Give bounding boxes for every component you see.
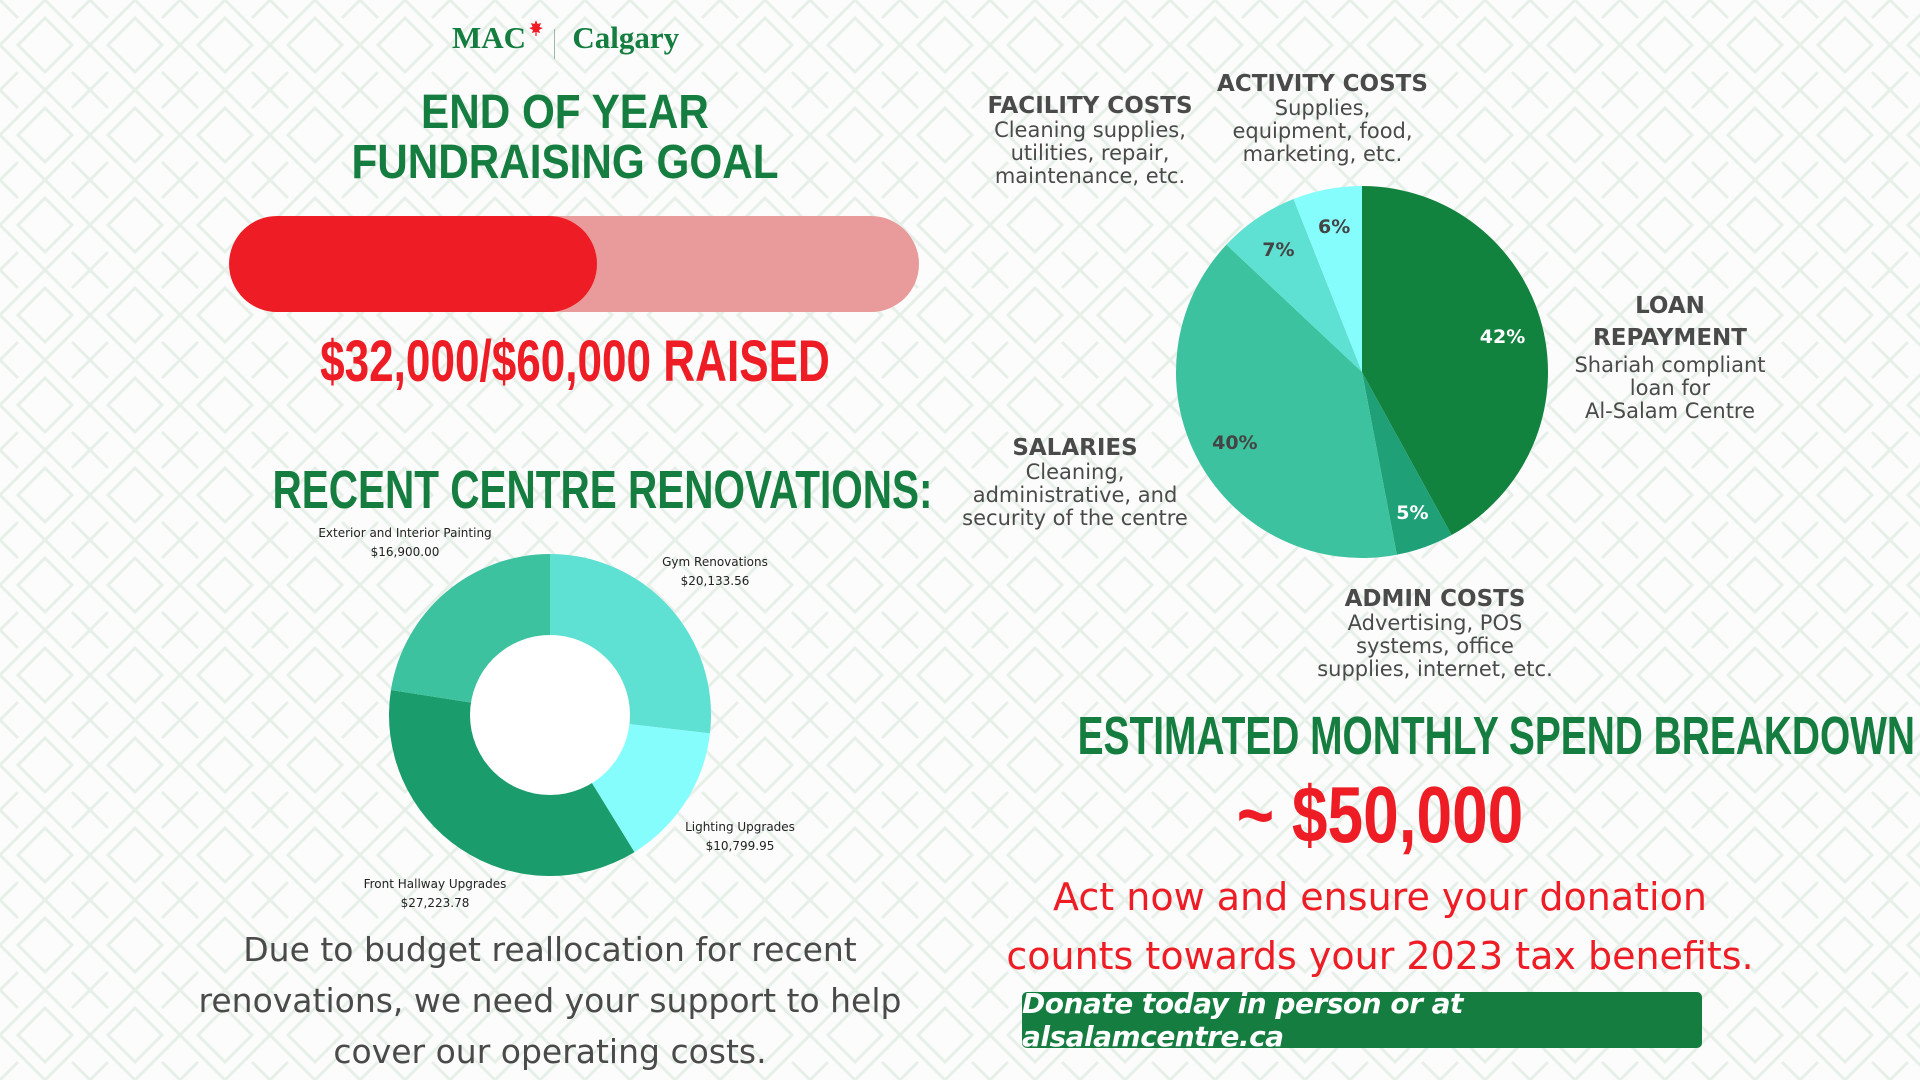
donut-label-painting-value: $16,900.00 (370, 545, 440, 559)
admin-desc-3: supplies, internet, etc. (1317, 657, 1553, 681)
goal-title: END OF YEAR FUNDRAISING GOAL (250, 88, 880, 188)
cta-line2: counts towards your 2023 tax benefits. (1006, 934, 1754, 978)
donate-label: Donate today in person or at alsalamcent… (1022, 987, 1463, 1053)
pie-value-label-activity-costs: 6% (1318, 216, 1350, 238)
donut-hole (470, 635, 630, 795)
goal-title-line1: END OF YEAR (421, 86, 709, 139)
pie-value-label-salaries: 40% (1212, 432, 1257, 454)
support-message-line1: Due to budget reallocation for recent (243, 930, 857, 969)
brand-name-right: Calgary (572, 20, 680, 55)
brand-name-left: MAC (452, 20, 527, 55)
salaries-desc-2: administrative, and (972, 483, 1178, 507)
donut-label-hallway-name: Front Hallway Upgrades (363, 877, 507, 891)
donut-label-painting-name: Exterior and Interior Painting (318, 526, 492, 540)
pie-slice-loan-repayment (1362, 186, 1548, 535)
activity-desc-3: marketing, etc. (1242, 142, 1403, 166)
pie-value-label-admin-costs: 5% (1396, 502, 1428, 524)
donut-label-painting: Exterior and Interior Painting $16,900.0… (300, 524, 510, 562)
goal-raised-text: $32,000/$60,000 RAISED (230, 330, 920, 394)
donut-label-gym-name: Gym Renovations (662, 555, 768, 569)
loan-desc-2: loan for (1629, 376, 1711, 400)
loan-title-2: REPAYMENT (1593, 325, 1747, 351)
logo-divider (554, 28, 556, 59)
donut-label-hallway: Front Hallway Upgrades $27,223.78 (340, 875, 530, 913)
pie-slice-activity-costs (1293, 186, 1362, 372)
maple-leaf-icon (529, 20, 544, 40)
pie-value-label-facility-costs: 7% (1262, 239, 1294, 261)
donut-label-gym-value: $20,133.56 (680, 574, 750, 588)
goal-raised-label: $32,000/$60,000 RAISED (320, 329, 830, 394)
support-message-line2: renovations, we need your support to hel… (198, 981, 902, 1020)
spend-amount: ~ $50,000 (1120, 770, 1640, 860)
donut-label-gym: Gym Renovations $20,133.56 (635, 553, 795, 591)
activity-title: ACTIVITY COSTS (1217, 71, 1428, 97)
spend-amount-text: ~ $50,000 (1236, 770, 1524, 859)
goal-progress-bar (229, 216, 919, 312)
spend-pie-chart: 42% 5% 40% 7% 6% (1176, 186, 1548, 558)
spend-title: ESTIMATED MONTHLY SPEND BREAKDOWN (960, 706, 1916, 766)
pie-slice-facility-costs (1226, 199, 1362, 372)
goal-title-line2: FUNDRAISING GOAL (351, 136, 779, 189)
loan-title-1: LOAN (1635, 293, 1705, 319)
pie-label-salaries: SALARIES Cleaning, administrative, and s… (945, 435, 1205, 530)
pie-label-loan: LOAN REPAYMENT Shariah compliant loan fo… (1560, 290, 1780, 423)
loan-desc-1: Shariah compliant (1574, 353, 1766, 377)
loan-desc-3: Al-Salam Centre (1584, 399, 1756, 423)
activity-desc-1: Supplies, (1274, 96, 1371, 120)
facility-desc-2: utilities, repair, (1010, 141, 1170, 165)
cta-message: Act now and ensure your donation counts … (960, 868, 1800, 986)
pie-label-activity: ACTIVITY COSTS Supplies, equipment, food… (1210, 71, 1435, 166)
donut-label-lighting-value: $10,799.95 (705, 839, 775, 853)
donut-label-lighting-name: Lighting Upgrades (685, 820, 795, 834)
admin-desc-2: systems, office (1356, 634, 1514, 658)
renovations-title: RECENT CENTRE RENOVATIONS: (180, 460, 933, 520)
salaries-title: SALARIES (1012, 435, 1138, 461)
admin-desc-1: Advertising, POS (1347, 611, 1523, 635)
donate-banner[interactable]: Donate today in person or at alsalamcent… (1022, 987, 1702, 1053)
pie-slice-salaries (1176, 244, 1397, 558)
pie-slice-admin-costs (1362, 372, 1452, 555)
facility-desc-3: maintenance, etc. (994, 164, 1186, 188)
donut-label-lighting: Lighting Upgrades $10,799.95 (660, 818, 820, 856)
facility-desc-1: Cleaning supplies, (994, 118, 1186, 142)
support-message: Due to budget reallocation for recent re… (150, 924, 950, 1077)
support-message-line3: cover our operating costs. (333, 1032, 767, 1071)
pie-value-label-loan-repayment: 42% (1480, 326, 1525, 348)
pie-label-facility: FACILITY COSTS Cleaning supplies, utilit… (975, 93, 1205, 188)
salaries-desc-1: Cleaning, (1025, 460, 1125, 484)
goal-progress-fill (229, 216, 597, 312)
donut-label-hallway-value: $27,223.78 (400, 896, 470, 910)
pie-label-admin: ADMIN COSTS Advertising, POS systems, of… (1295, 586, 1575, 681)
spend-title-text: ESTIMATED MONTHLY SPEND BREAKDOWN (1077, 706, 1916, 766)
cta-line1: Act now and ensure your donation (1053, 875, 1707, 919)
renovations-title-text: RECENT CENTRE RENOVATIONS: (272, 460, 933, 520)
admin-title: ADMIN COSTS (1344, 586, 1526, 612)
renovations-donut-chart (388, 554, 711, 876)
brand-logo: MAC Calgary (452, 20, 682, 64)
facility-title: FACILITY COSTS (987, 93, 1193, 119)
activity-desc-2: equipment, food, (1232, 119, 1413, 143)
salaries-desc-3: security of the centre (962, 506, 1188, 530)
